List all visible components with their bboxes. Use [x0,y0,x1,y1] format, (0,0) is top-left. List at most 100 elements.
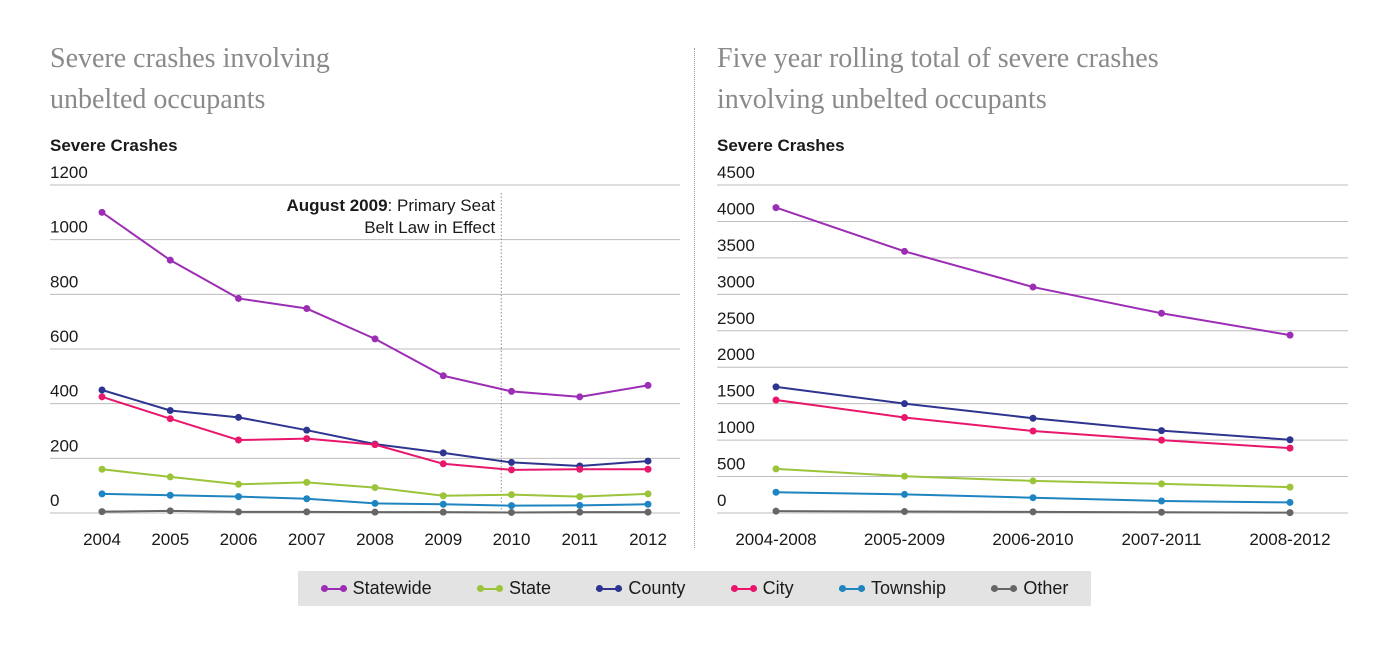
legend-item-city: City [730,578,794,599]
left-point-state-2006 [235,480,242,488]
left-point-statewide-2008 [371,335,379,343]
legend-label-county: County [628,578,686,598]
legend-swatch-township [838,584,865,594]
left-annotation-line2: Belt Law in Effect [364,218,495,237]
left-point-city-2012 [644,465,652,473]
left-point-city-2007 [303,435,311,443]
left-x-tick-2005: 2005 [151,530,189,549]
right-point-statewide-2008-2012 [1286,331,1294,339]
legend-label-township: Township [870,578,947,598]
legend-swatch-city [730,584,757,594]
right-point-statewide-2005-2009 [901,247,908,255]
right-point-township-2007-2011 [1158,497,1165,505]
right-y-tick-4000: 4000 [717,199,755,218]
left-y-tick-0: 0 [50,491,59,510]
right-x-tick-2008-2012: 2008-2012 [1249,530,1330,549]
left-point-other-2012 [644,508,652,516]
right-y-tick-2500: 2500 [717,309,755,328]
right-y-tick-1000: 1000 [717,418,755,437]
right-point-county-2004-2008 [772,383,780,391]
left-point-statewide-2011 [576,393,584,401]
left-y-tick-800: 800 [50,272,78,291]
left-x-tick-2008: 2008 [356,530,394,549]
left-point-statewide-2005 [166,256,174,264]
left-y-tick-1000: 1000 [50,218,88,237]
legend-label-city: City [762,578,794,598]
right-point-statewide-2007-2011 [1158,309,1165,317]
left-point-statewide-2007 [303,305,311,313]
legend-item-county: County [596,578,685,599]
left-point-state-2008 [371,484,379,492]
right-point-other-2005-2009 [901,508,908,516]
left-point-statewide-2009 [439,372,447,380]
chart-legend: Statewide State County City Township Other [298,571,1091,606]
right-y-tick-3500: 3500 [717,236,755,255]
left-point-county-2004 [98,386,106,394]
left-point-township-2009 [439,500,447,508]
right-point-state-2006-2010 [1029,477,1037,485]
legend-label-statewide: Statewide [352,578,432,598]
right-point-other-2007-2011 [1158,508,1165,516]
right-x-tick-2005-2009: 2005-2009 [864,530,945,549]
right-point-state-2007-2011 [1158,480,1165,488]
legend-swatch-other [991,584,1018,594]
left-point-state-2009 [439,492,447,500]
right-point-township-2008-2012 [1286,498,1294,506]
right-x-tick-2007-2011: 2007-2011 [1121,530,1201,549]
left-point-township-2011 [576,501,584,509]
left-point-state-2005 [166,473,174,481]
legend-item-township: Township [838,578,947,599]
right-point-city-2005-2009 [901,414,908,422]
right-title-line2: involving unbelted occupants [717,84,1047,115]
left-point-statewide-2010 [508,387,515,395]
left-point-other-2009 [439,508,447,516]
right-y-tick-1500: 1500 [717,382,755,401]
left-x-tick-2007: 2007 [288,530,326,549]
left-annotation-line1: August 2009: Primary Seat [286,196,495,215]
left-x-tick-2011: 2011 [561,530,598,549]
left-chart-panel: Severe crashes involving unbelted occupa… [0,0,690,560]
right-point-state-2004-2008 [772,465,780,473]
left-annotation-rest: : Primary Seat [388,196,496,215]
right-point-other-2006-2010 [1029,508,1037,516]
left-point-city-2010 [508,466,515,474]
left-title-line2: unbelted occupants [50,84,266,115]
left-x-tick-2009: 2009 [424,530,462,549]
right-point-township-2006-2010 [1029,494,1037,502]
left-point-township-2008 [371,499,379,507]
right-point-county-2007-2011 [1158,427,1165,435]
left-y-tick-200: 200 [50,436,78,455]
left-point-township-2012 [644,500,652,508]
right-x-tick-2004-2008: 2004-2008 [735,530,816,549]
legend-swatch-statewide [320,584,347,594]
left-y-axis-label: Severe Crashes [50,136,178,155]
left-x-tick-2010: 2010 [493,530,531,549]
right-point-other-2008-2012 [1286,509,1294,517]
right-point-other-2004-2008 [772,507,780,515]
right-point-city-2004-2008 [772,396,780,404]
left-point-county-2007 [303,426,311,434]
right-y-tick-4500: 4500 [717,163,755,182]
legend-item-state: State [477,578,551,599]
left-x-tick-2004: 2004 [83,530,121,549]
left-point-city-2011 [576,465,584,473]
right-point-state-2008-2012 [1286,483,1294,491]
left-point-township-2005 [166,491,174,499]
right-y-axis-label: Severe Crashes [717,136,845,155]
legend-label-other: Other [1023,578,1069,598]
right-series-line-statewide [775,206,1291,337]
legend-swatch-county [596,584,623,594]
panel-divider [694,48,695,548]
left-y-tick-400: 400 [50,382,78,401]
right-point-city-2008-2012 [1286,444,1294,452]
left-title-line1: Severe crashes involving [50,43,330,74]
left-point-city-2006 [235,436,242,444]
left-point-county-2012 [644,457,652,465]
left-point-statewide-2004 [98,208,106,216]
left-point-city-2008 [371,441,379,449]
left-point-county-2010 [508,458,515,466]
right-point-county-2005-2009 [901,400,908,408]
left-point-township-2007 [303,495,311,503]
